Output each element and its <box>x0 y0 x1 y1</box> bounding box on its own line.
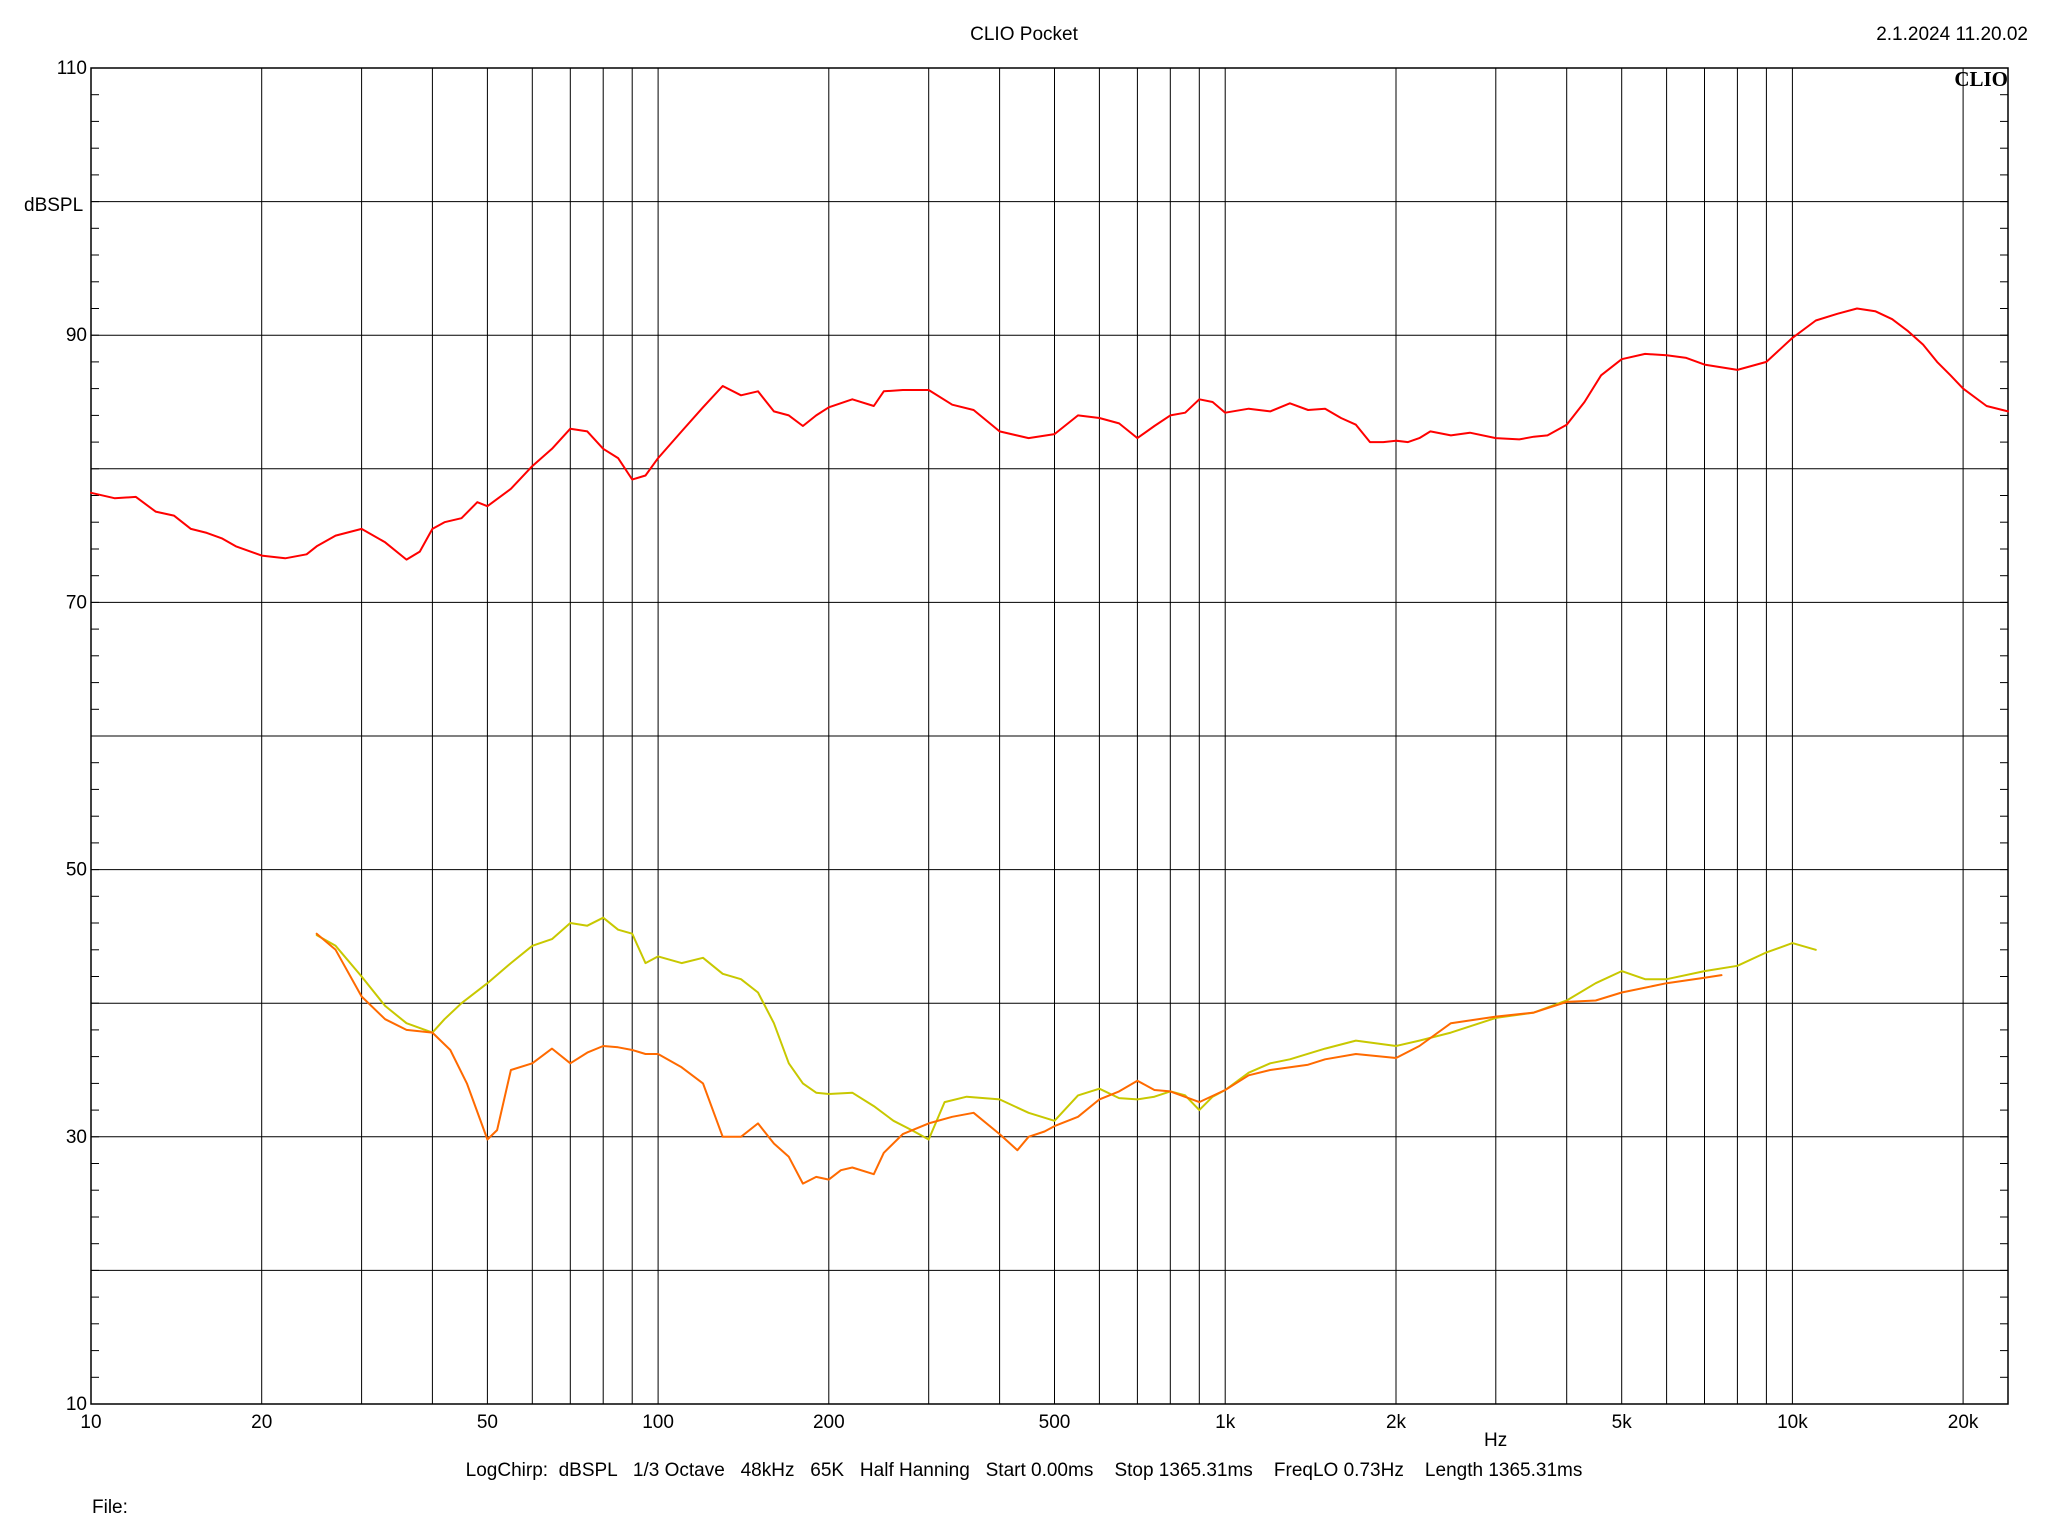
x-tick-label: 200 <box>813 1412 845 1433</box>
x-tick-label: 5k <box>1612 1412 1633 1433</box>
x-tick-label: 100 <box>642 1412 674 1433</box>
axis-labels: dBSPL Hz 10 20 50 100 200 500 1k 2k 5k 10k 20k 110 9… <box>24 58 1979 1451</box>
y-tick-label: 70 <box>66 592 87 613</box>
brand-logo: CLIO <box>1954 67 2008 91</box>
y-tick-label: 50 <box>66 860 87 881</box>
series-red-line <box>90 307 2009 561</box>
y-tick-label: 110 <box>57 58 87 79</box>
y-tick-label: 30 <box>66 1127 87 1148</box>
y-tick-label: 90 <box>66 325 87 346</box>
series-orange-line <box>315 932 1723 1185</box>
y-tick-label: 10 <box>66 1394 87 1415</box>
x-tick-label: 2k <box>1386 1412 1407 1433</box>
plot-frame <box>90 67 2009 1405</box>
x-axis-unit-label: Hz <box>1484 1430 1507 1451</box>
x-tick-label: 10 <box>80 1412 101 1433</box>
series-layer <box>90 307 2009 1185</box>
file-label: File: <box>92 1497 128 1518</box>
grid <box>90 67 2009 1405</box>
measurement-settings: LogChirp: dBSPL 1/3 Octave 48kHz 65K Hal… <box>465 1460 1583 1481</box>
x-tick-label: 50 <box>477 1412 498 1433</box>
x-tick-label: 10k <box>1777 1412 1808 1433</box>
x-tick-label: 1k <box>1215 1412 1236 1433</box>
y-axis-label: dBSPL <box>24 195 83 216</box>
x-tick-label: 20 <box>251 1412 272 1433</box>
series-yellow-line <box>315 916 1817 1141</box>
x-tick-label: 20k <box>1948 1412 1979 1433</box>
x-tick-label: 500 <box>1039 1412 1071 1433</box>
chart-title: CLIO Pocket <box>970 24 1078 45</box>
timestamp: 2.1.2024 11.20.02 <box>1876 24 2028 45</box>
